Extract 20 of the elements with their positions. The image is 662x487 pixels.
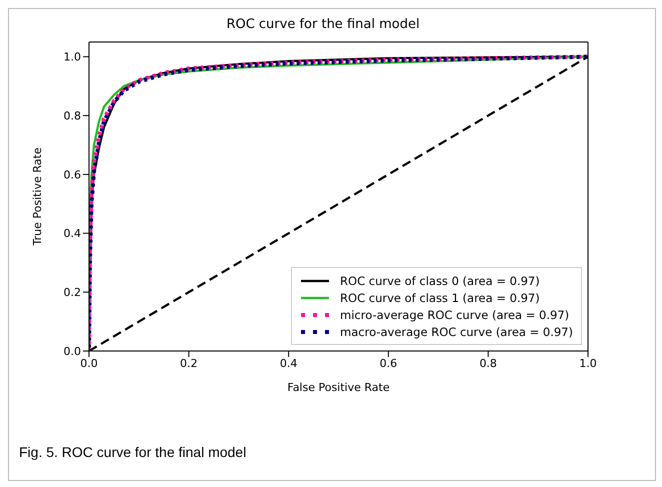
x-tick-label: 0.2 (180, 356, 198, 370)
y-tick-label: 0.4 (64, 227, 81, 240)
x-tick-label: 0.4 (280, 356, 298, 370)
y-tick-label: 0.2 (64, 286, 81, 300)
legend-label: ROC curve of class 1 (area = 0.97) (340, 290, 540, 304)
x-tick-label: 1.0 (579, 356, 597, 370)
legend-label: macro-average ROC curve (area = 0.97) (340, 324, 573, 338)
x-tick-label: 0.8 (479, 356, 497, 370)
caption: Fig. 5. ROC curve for the final model (19, 444, 246, 460)
x-tick-label: 0.0 (80, 356, 98, 370)
y-tick-label: 0.8 (64, 109, 81, 122)
legend-label: micro-average ROC curve (area = 0.97) (340, 308, 570, 322)
y-tick-label: 0.6 (64, 168, 81, 182)
y-tick-label: 1.0 (64, 50, 81, 64)
chart-title: ROC curve for the final model (225, 17, 421, 32)
x-tick-label: 0.6 (380, 356, 398, 370)
x-axis-title: False Positive Rate (287, 381, 390, 394)
y-tick-label: 0.0 (64, 344, 81, 358)
y-axis-title: True Positive Rate (30, 147, 44, 246)
legend-label: ROC curve of class 0 (area = 0.97) (340, 274, 540, 288)
